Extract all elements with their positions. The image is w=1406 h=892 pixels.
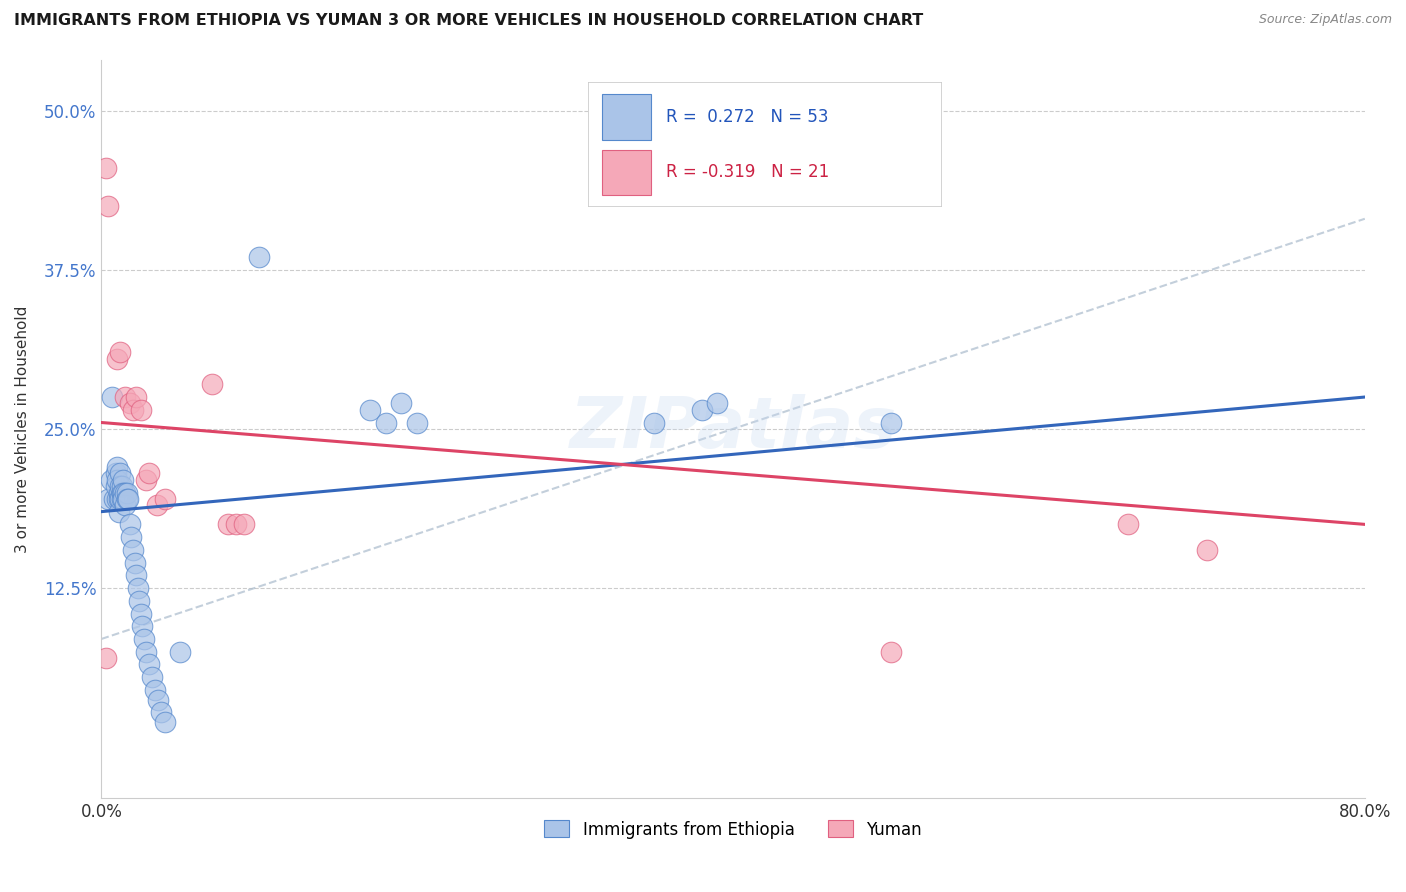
- Text: IMMIGRANTS FROM ETHIOPIA VS YUMAN 3 OR MORE VEHICLES IN HOUSEHOLD CORRELATION CH: IMMIGRANTS FROM ETHIOPIA VS YUMAN 3 OR M…: [14, 13, 924, 29]
- Point: [359, 402, 381, 417]
- Point: [104, 467, 127, 481]
- Point: [391, 396, 413, 410]
- Point: [115, 491, 138, 506]
- Point: [105, 351, 128, 366]
- Point: [132, 632, 155, 646]
- Point: [112, 473, 135, 487]
- Point: [138, 657, 160, 672]
- Point: [111, 491, 134, 506]
- Point: [125, 568, 148, 582]
- Point: [94, 161, 117, 175]
- Point: [115, 485, 138, 500]
- Point: [169, 645, 191, 659]
- Point: [217, 517, 239, 532]
- Text: Source: ZipAtlas.com: Source: ZipAtlas.com: [1258, 13, 1392, 27]
- Point: [111, 485, 134, 500]
- Point: [112, 485, 135, 500]
- Point: [138, 467, 160, 481]
- Point: [128, 594, 150, 608]
- Point: [100, 473, 122, 487]
- Point: [127, 581, 149, 595]
- Point: [118, 517, 141, 532]
- Point: [690, 402, 713, 417]
- Point: [110, 345, 132, 359]
- Point: [643, 416, 665, 430]
- Point: [406, 416, 429, 430]
- Point: [112, 491, 135, 506]
- Point: [104, 479, 127, 493]
- Point: [105, 460, 128, 475]
- Point: [247, 250, 270, 264]
- Point: [103, 491, 125, 506]
- Point: [105, 491, 128, 506]
- Point: [153, 491, 176, 506]
- Text: ZIPatlas: ZIPatlas: [569, 394, 897, 463]
- Point: [107, 485, 129, 500]
- Point: [135, 473, 157, 487]
- Point: [114, 390, 136, 404]
- Point: [97, 199, 120, 213]
- Point: [107, 505, 129, 519]
- Point: [110, 479, 132, 493]
- Point: [110, 491, 132, 506]
- Y-axis label: 3 or more Vehicles in Household: 3 or more Vehicles in Household: [15, 305, 30, 552]
- Point: [880, 645, 903, 659]
- Point: [114, 485, 136, 500]
- Point: [1116, 517, 1139, 532]
- Point: [129, 402, 152, 417]
- Point: [145, 498, 167, 512]
- Point: [111, 479, 134, 493]
- Point: [141, 670, 163, 684]
- Point: [153, 714, 176, 729]
- Point: [131, 619, 153, 633]
- Point: [148, 693, 170, 707]
- Point: [706, 396, 728, 410]
- Point: [118, 396, 141, 410]
- Point: [129, 607, 152, 621]
- Point: [1195, 542, 1218, 557]
- Point: [117, 491, 139, 506]
- Point: [143, 682, 166, 697]
- Point: [135, 645, 157, 659]
- Point: [125, 390, 148, 404]
- Point: [105, 473, 128, 487]
- Point: [97, 491, 120, 506]
- Point: [201, 377, 224, 392]
- Point: [232, 517, 254, 532]
- Point: [150, 705, 173, 719]
- Point: [122, 402, 145, 417]
- Point: [880, 416, 903, 430]
- Point: [225, 517, 247, 532]
- Point: [122, 542, 145, 557]
- Point: [107, 491, 129, 506]
- Point: [101, 390, 124, 404]
- Point: [124, 556, 146, 570]
- Point: [114, 498, 136, 512]
- Point: [120, 530, 142, 544]
- Legend: Immigrants from Ethiopia, Yuman: Immigrants from Ethiopia, Yuman: [537, 814, 928, 846]
- Point: [374, 416, 396, 430]
- Point: [94, 651, 117, 665]
- Point: [110, 467, 132, 481]
